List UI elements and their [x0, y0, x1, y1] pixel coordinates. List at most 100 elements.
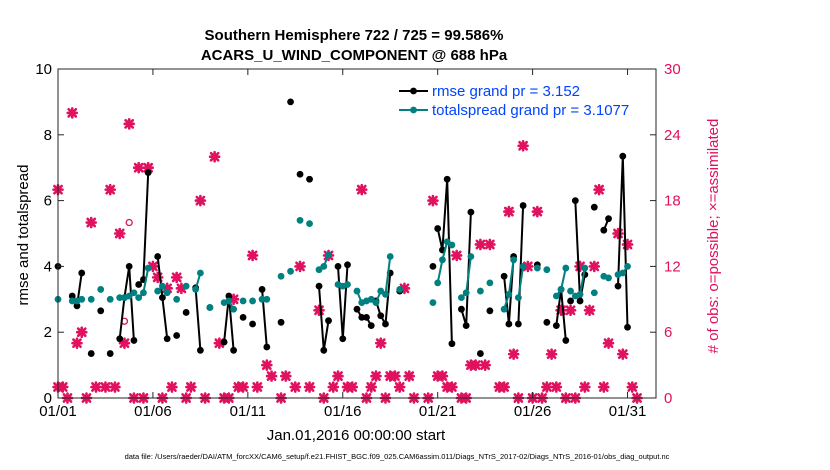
totalspread-point: [239, 297, 247, 305]
totalspread-point: [439, 256, 446, 264]
rmse-line-segment: [436, 179, 453, 344]
y-axis-label: rmse and totalspread: [15, 165, 32, 306]
totalspread-point: [581, 264, 589, 272]
rmse-point: [87, 350, 95, 357]
obs-assimilated-marker: [332, 370, 344, 382]
rmse-point: [505, 320, 513, 328]
rmse-line-segment: [574, 200, 586, 302]
totalspread-point: [277, 272, 285, 280]
totalspread-point: [206, 304, 214, 311]
rmse-point: [500, 272, 508, 280]
totalspread-point: [130, 289, 138, 297]
rmse-point: [567, 297, 574, 305]
rmse-point: [624, 323, 631, 331]
obs-assimilated-marker: [251, 381, 264, 393]
obs-assimilated-marker: [593, 183, 605, 196]
rmse-point: [68, 292, 76, 300]
obs-assimilated-marker: [498, 381, 510, 393]
chart-subtitle: ACARS_U_WIND_COMPONENT @ 688 hPa: [201, 47, 508, 64]
obs-assimilated-marker: [66, 107, 79, 119]
obs-assimilated-marker: [436, 370, 449, 382]
totalspread-line-segment: [517, 266, 525, 298]
obs-assimilated-marker: [365, 381, 378, 393]
totalspread-point: [68, 297, 76, 305]
rmse-point: [320, 346, 328, 354]
obs-assimilated-marker: [294, 260, 306, 273]
rmse-point: [614, 282, 622, 290]
rmse-point: [467, 208, 475, 216]
obs-assimilated-marker: [185, 381, 197, 393]
totalspread-point: [590, 289, 598, 297]
totalspread-point: [552, 292, 560, 300]
totalspread-point: [514, 294, 522, 302]
x-tick-label: 01/01: [39, 403, 77, 420]
obs-assimilated-marker: [265, 370, 278, 382]
totalspread-point: [154, 287, 162, 295]
obs-assimilated-marker: [118, 337, 131, 349]
y2-tick-label: 0: [664, 390, 672, 407]
rmse-point: [230, 346, 238, 354]
totalspread-point: [605, 274, 612, 282]
totalspread-point: [87, 295, 95, 303]
totalspread-point: [144, 264, 152, 272]
obs-assimilated-marker: [142, 161, 154, 174]
totalspread-point: [434, 279, 442, 287]
rmse-point: [576, 297, 584, 305]
rmse-point: [590, 203, 598, 211]
totalspread-point: [567, 287, 574, 295]
rmse-point: [258, 286, 266, 293]
totalspread-point: [116, 294, 124, 302]
obs-assimilated-marker: [574, 260, 586, 273]
obs-assimilated-marker: [327, 381, 340, 393]
x-tick-label: 01/06: [134, 403, 172, 420]
totalspread-point: [320, 263, 328, 270]
rmse-point: [605, 215, 612, 223]
rmse-point: [486, 307, 494, 315]
rmse-point: [552, 322, 560, 330]
obs-assimilated-marker: [289, 381, 302, 393]
obs-assimilated-marker: [166, 381, 178, 393]
x-tick-label: 01/11: [230, 403, 266, 420]
obs-assimilated-marker: [612, 227, 624, 240]
obs-assimilated-marker: [602, 337, 615, 349]
obs-assimilated-marker: [450, 249, 463, 262]
rmse-point: [619, 152, 627, 160]
y2-axis-label: # of obs: o=possible; ×=assimilated: [705, 119, 722, 354]
obs-assimilated-marker: [583, 304, 596, 317]
totalspread-point: [467, 253, 475, 260]
totalspread-point: [159, 282, 166, 290]
obs-assimilated-marker: [246, 249, 259, 262]
rmse-point: [514, 320, 522, 328]
totalspread-point: [557, 286, 565, 293]
obs-assimilated-marker: [75, 326, 88, 338]
obs-assimilated-marker: [579, 381, 591, 393]
legend-marker-totalspread: [410, 106, 417, 114]
x-tick-label: 01/26: [514, 403, 552, 420]
totalspread-point: [325, 251, 332, 259]
obs-possible-marker: [125, 218, 133, 227]
totalspread-point: [344, 281, 351, 288]
totalspread-point: [315, 266, 323, 274]
totalspread-point: [377, 287, 385, 295]
rmse-point: [382, 320, 389, 328]
obs-assimilated-marker: [479, 359, 491, 371]
totalspread-point: [505, 290, 513, 298]
y2-tick-label: 18: [664, 193, 681, 210]
totalspread-point: [624, 263, 631, 270]
totalspread-point: [476, 287, 484, 295]
obs-assimilated-marker: [621, 238, 634, 251]
totalspread-point: [135, 294, 143, 302]
rmse-point: [263, 343, 271, 351]
obs-assimilated-marker: [161, 282, 173, 295]
obs-assimilated-marker: [104, 183, 117, 196]
totalspread-point: [353, 287, 361, 295]
obs-assimilated-marker: [213, 337, 226, 349]
totalspread-point: [163, 289, 171, 297]
obs-assimilated-marker: [389, 370, 401, 382]
obs-assimilated-marker: [71, 337, 83, 349]
rmse-point: [429, 263, 437, 270]
totalspread-point: [543, 266, 551, 274]
obs-assimilated-marker: [597, 381, 610, 393]
totalspread-point: [125, 292, 133, 300]
rmse-line-segment: [337, 264, 349, 339]
